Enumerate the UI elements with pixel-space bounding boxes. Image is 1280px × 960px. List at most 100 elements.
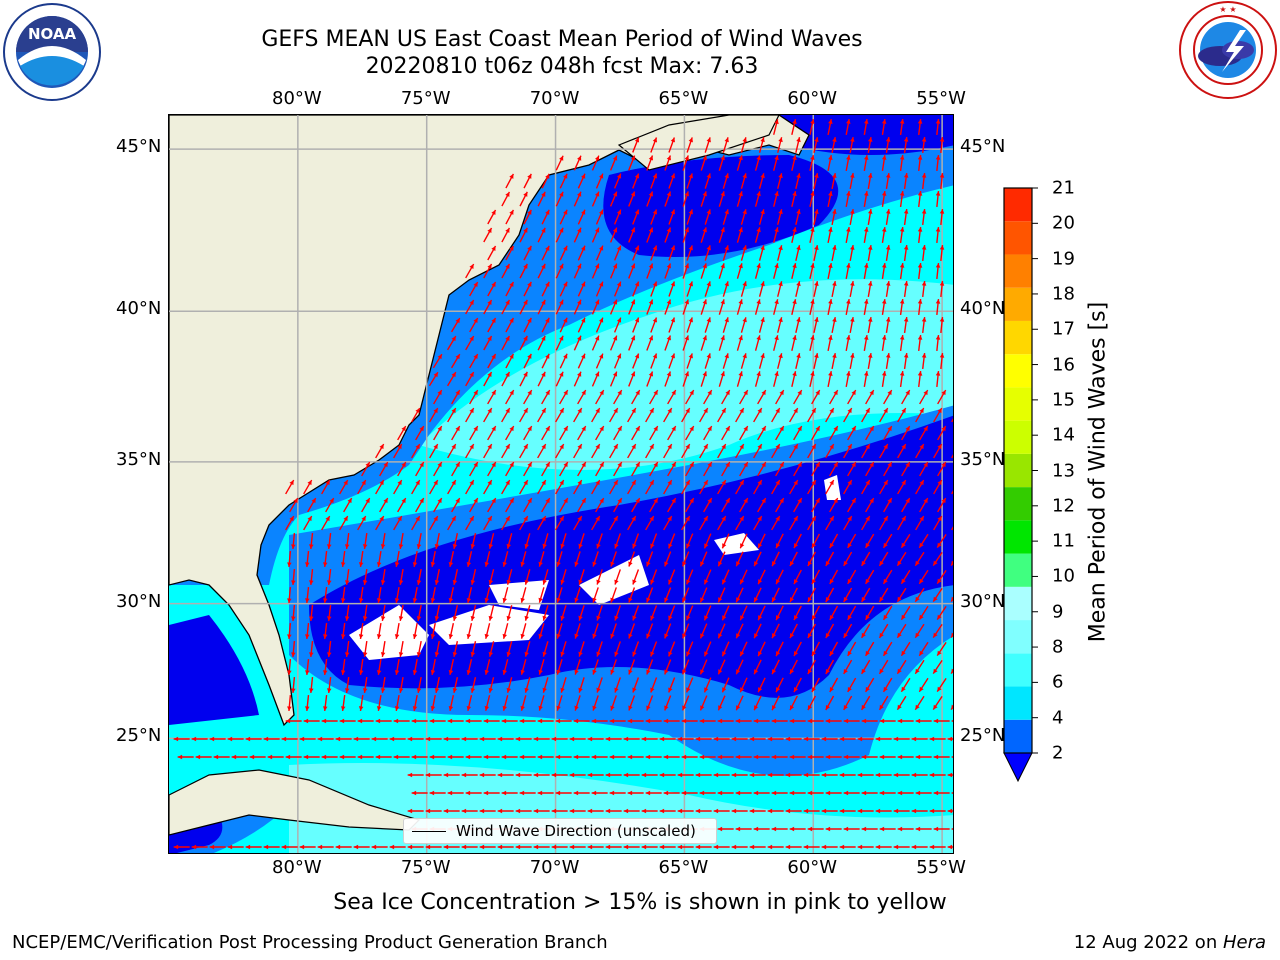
wave-direction-arrow — [376, 550, 382, 568]
wave-direction-arrow — [849, 173, 855, 189]
wave-direction-arrow — [789, 587, 798, 603]
wave-direction-arrow — [932, 659, 943, 675]
wave-direction-arrow — [307, 497, 317, 513]
wave-direction-arrow — [339, 515, 349, 531]
wave-direction-arrow — [935, 154, 941, 172]
colorbar-tick-label: 16 — [1052, 354, 1075, 376]
wave-direction-arrow — [703, 677, 712, 693]
wave-direction-arrow — [555, 790, 572, 796]
wave-direction-arrow — [451, 497, 461, 513]
wave-direction-arrow — [849, 353, 855, 369]
sea-ice-caption: Sea Ice Concentration > 15% is shown in … — [333, 890, 947, 915]
wave-direction-arrow — [407, 736, 424, 742]
wave-direction-arrow — [735, 695, 744, 711]
no-data-patch — [714, 533, 759, 555]
wave-direction-arrow — [592, 587, 599, 603]
wave-direction-arrow — [344, 676, 350, 694]
wave-direction-arrow — [465, 443, 475, 459]
colorbar-tick-label: 19 — [1052, 248, 1075, 270]
wave-direction-arrow — [736, 299, 743, 315]
wave-direction-arrow — [757, 461, 767, 477]
wave-direction-arrow — [484, 695, 491, 711]
map-legend: Wind Wave Direction (unscaled) — [403, 818, 717, 844]
wave-direction-arrow — [829, 461, 839, 477]
wave-direction-arrow — [686, 137, 693, 153]
wave-direction-arrow — [791, 155, 797, 171]
wave-direction-arrow — [703, 605, 712, 621]
wave-direction-arrow — [757, 641, 766, 657]
wave-direction-arrow — [650, 605, 658, 621]
wave-direction-arrow — [845, 191, 851, 207]
wave-direction-arrow — [753, 695, 762, 711]
wave-direction-arrow — [650, 281, 658, 297]
wave-direction-arrow — [717, 587, 726, 603]
wave-direction-arrow — [646, 587, 654, 603]
wave-direction-arrow — [317, 844, 334, 850]
wave-direction-arrow — [885, 352, 891, 370]
wave-direction-arrow — [523, 353, 532, 369]
wave-direction-arrow — [881, 118, 887, 136]
wave-direction-arrow — [795, 173, 801, 189]
wave-direction-arrow — [849, 281, 855, 297]
wave-direction-arrow — [287, 658, 292, 676]
wave-direction-arrow — [501, 191, 511, 207]
wave-direction-arrow — [663, 515, 673, 531]
wave-direction-arrow — [857, 808, 874, 814]
wave-direction-arrow — [465, 479, 475, 495]
wave-direction-arrow — [861, 659, 871, 675]
wave-direction-arrow — [646, 335, 654, 351]
wave-direction-arrow — [901, 389, 911, 405]
footer-date-text: 12 Aug 2022 on — [1073, 932, 1223, 953]
wave-direction-arrow — [466, 623, 473, 639]
wave-direction-arrow — [569, 808, 586, 814]
colorbar-segment — [1004, 686, 1032, 720]
wave-direction-arrow — [610, 587, 617, 603]
wave-direction-arrow — [591, 155, 600, 171]
wave-direction-arrow — [664, 335, 672, 351]
wave-direction-arrow — [899, 118, 905, 136]
wave-direction-arrow — [505, 317, 515, 333]
wave-direction-arrow — [285, 754, 302, 760]
wave-direction-arrow — [497, 808, 514, 814]
wave-direction-arrow — [447, 718, 464, 724]
wave-direction-arrow — [739, 641, 748, 657]
wave-direction-arrow — [811, 497, 821, 513]
wave-direction-arrow — [664, 263, 672, 279]
wave-period-map[interactable] — [169, 115, 954, 854]
wave-direction-arrow — [753, 443, 763, 459]
wave-direction-arrow — [807, 790, 824, 796]
wave-direction-arrow — [793, 497, 803, 513]
wave-direction-arrow — [358, 622, 364, 640]
wave-direction-arrow — [867, 280, 873, 298]
wave-direction-arrow — [628, 191, 636, 207]
wave-direction-arrow — [560, 677, 567, 693]
wave-direction-arrow — [839, 736, 856, 742]
colorbar-segment — [1004, 487, 1032, 521]
wave-direction-arrow — [825, 479, 835, 495]
map-panel[interactable] — [168, 114, 954, 854]
wave-direction-arrow — [542, 569, 549, 585]
wave-direction-arrow — [628, 623, 636, 639]
wave-direction-arrow — [465, 515, 475, 531]
wave-direction-arrow — [483, 371, 493, 387]
no-data-patch — [824, 475, 841, 500]
wave-direction-arrow — [843, 623, 853, 639]
wave-direction-arrow — [195, 754, 212, 760]
wave-direction-arrow — [451, 425, 461, 441]
wave-direction-arrow — [322, 622, 328, 640]
wave-direction-arrow — [793, 605, 802, 621]
wave-direction-arrow — [484, 551, 491, 567]
wave-direction-arrow — [357, 754, 374, 760]
wave-direction-arrow — [813, 317, 819, 333]
wave-direction-arrow — [703, 569, 712, 585]
wave-direction-arrow — [793, 641, 802, 657]
wave-direction-arrow — [843, 718, 860, 724]
wave-direction-arrow — [718, 227, 725, 243]
wave-direction-arrow — [789, 623, 798, 639]
wave-direction-arrow — [865, 461, 875, 477]
wave-direction-arrow — [488, 533, 495, 549]
lat-label-left: 35°N — [116, 448, 162, 470]
wave-direction-arrow — [771, 826, 788, 832]
wave-direction-arrow — [879, 790, 896, 796]
wave-direction-arrow — [735, 587, 744, 603]
